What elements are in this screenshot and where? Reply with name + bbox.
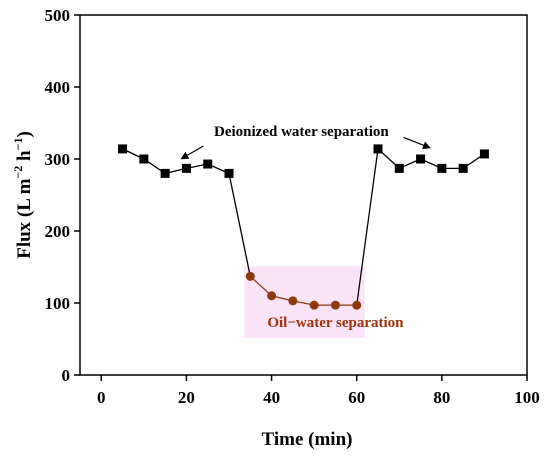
annotation-arrow-right — [403, 136, 431, 149]
data-point — [203, 159, 213, 169]
data-point — [394, 163, 404, 173]
y-axis-title-mid: h — [14, 150, 35, 166]
annotation-oilwater-label: Oil−water separation — [267, 315, 404, 331]
series-connectors — [228, 148, 379, 306]
annotation-arrow-left — [180, 145, 204, 160]
x-axis-ticks: 0 20 40 60 80 100 — [97, 375, 540, 407]
y-tick-label: 400 — [45, 78, 71, 97]
y-axis-ticks: 0 100 200 300 400 500 — [45, 6, 80, 385]
x-tick-label: 80 — [433, 388, 450, 407]
series-line-2 — [377, 148, 485, 170]
series-line-0 — [122, 148, 230, 175]
x-tick-label: 40 — [263, 388, 280, 407]
data-point — [330, 300, 340, 310]
data-point — [437, 163, 447, 173]
data-point — [416, 154, 426, 164]
data-point — [224, 168, 234, 178]
plot-frame — [79, 14, 528, 376]
data-point — [373, 144, 383, 154]
data-point — [118, 144, 128, 154]
y-axis-title-end: ) — [14, 131, 35, 137]
data-point — [309, 300, 319, 310]
connector-line-1 — [356, 148, 379, 306]
x-tick-label: 60 — [348, 388, 365, 407]
y-tick-label: 200 — [45, 222, 71, 241]
x-tick-label: 100 — [514, 388, 540, 407]
data-point — [458, 163, 468, 173]
highlight-layer — [244, 266, 365, 338]
data-point — [160, 168, 170, 178]
data-point — [352, 300, 362, 310]
y-axis-title-main: Flux (L m — [14, 178, 35, 258]
data-point — [139, 154, 149, 164]
y-axis-title-exp2: −1 — [11, 138, 25, 151]
y-tick-label: 300 — [45, 150, 71, 169]
series-layer — [118, 144, 489, 310]
annotation-deionized: Deionized water separation — [180, 124, 431, 160]
y-tick-label: 100 — [45, 294, 71, 313]
x-axis-title: Time (min) — [262, 429, 353, 450]
y-axis-title: Flux (L m−2 h−1) — [11, 131, 35, 259]
data-point — [479, 149, 489, 159]
data-point — [267, 291, 277, 301]
y-axis-title-exp1: −2 — [11, 166, 25, 179]
x-tick-label: 0 — [97, 388, 106, 407]
annotation-deionized-label: Deionized water separation — [214, 124, 389, 140]
annotation-oilwater: Oil−water separation — [267, 315, 404, 331]
data-point — [181, 163, 191, 173]
y-tick-label: 0 — [62, 366, 71, 385]
data-point — [245, 271, 255, 281]
data-point — [288, 296, 298, 306]
y-tick-label: 500 — [45, 6, 71, 25]
connector-line-0 — [228, 173, 251, 277]
oilwater-highlight — [244, 266, 365, 338]
x-tick-label: 20 — [178, 388, 195, 407]
